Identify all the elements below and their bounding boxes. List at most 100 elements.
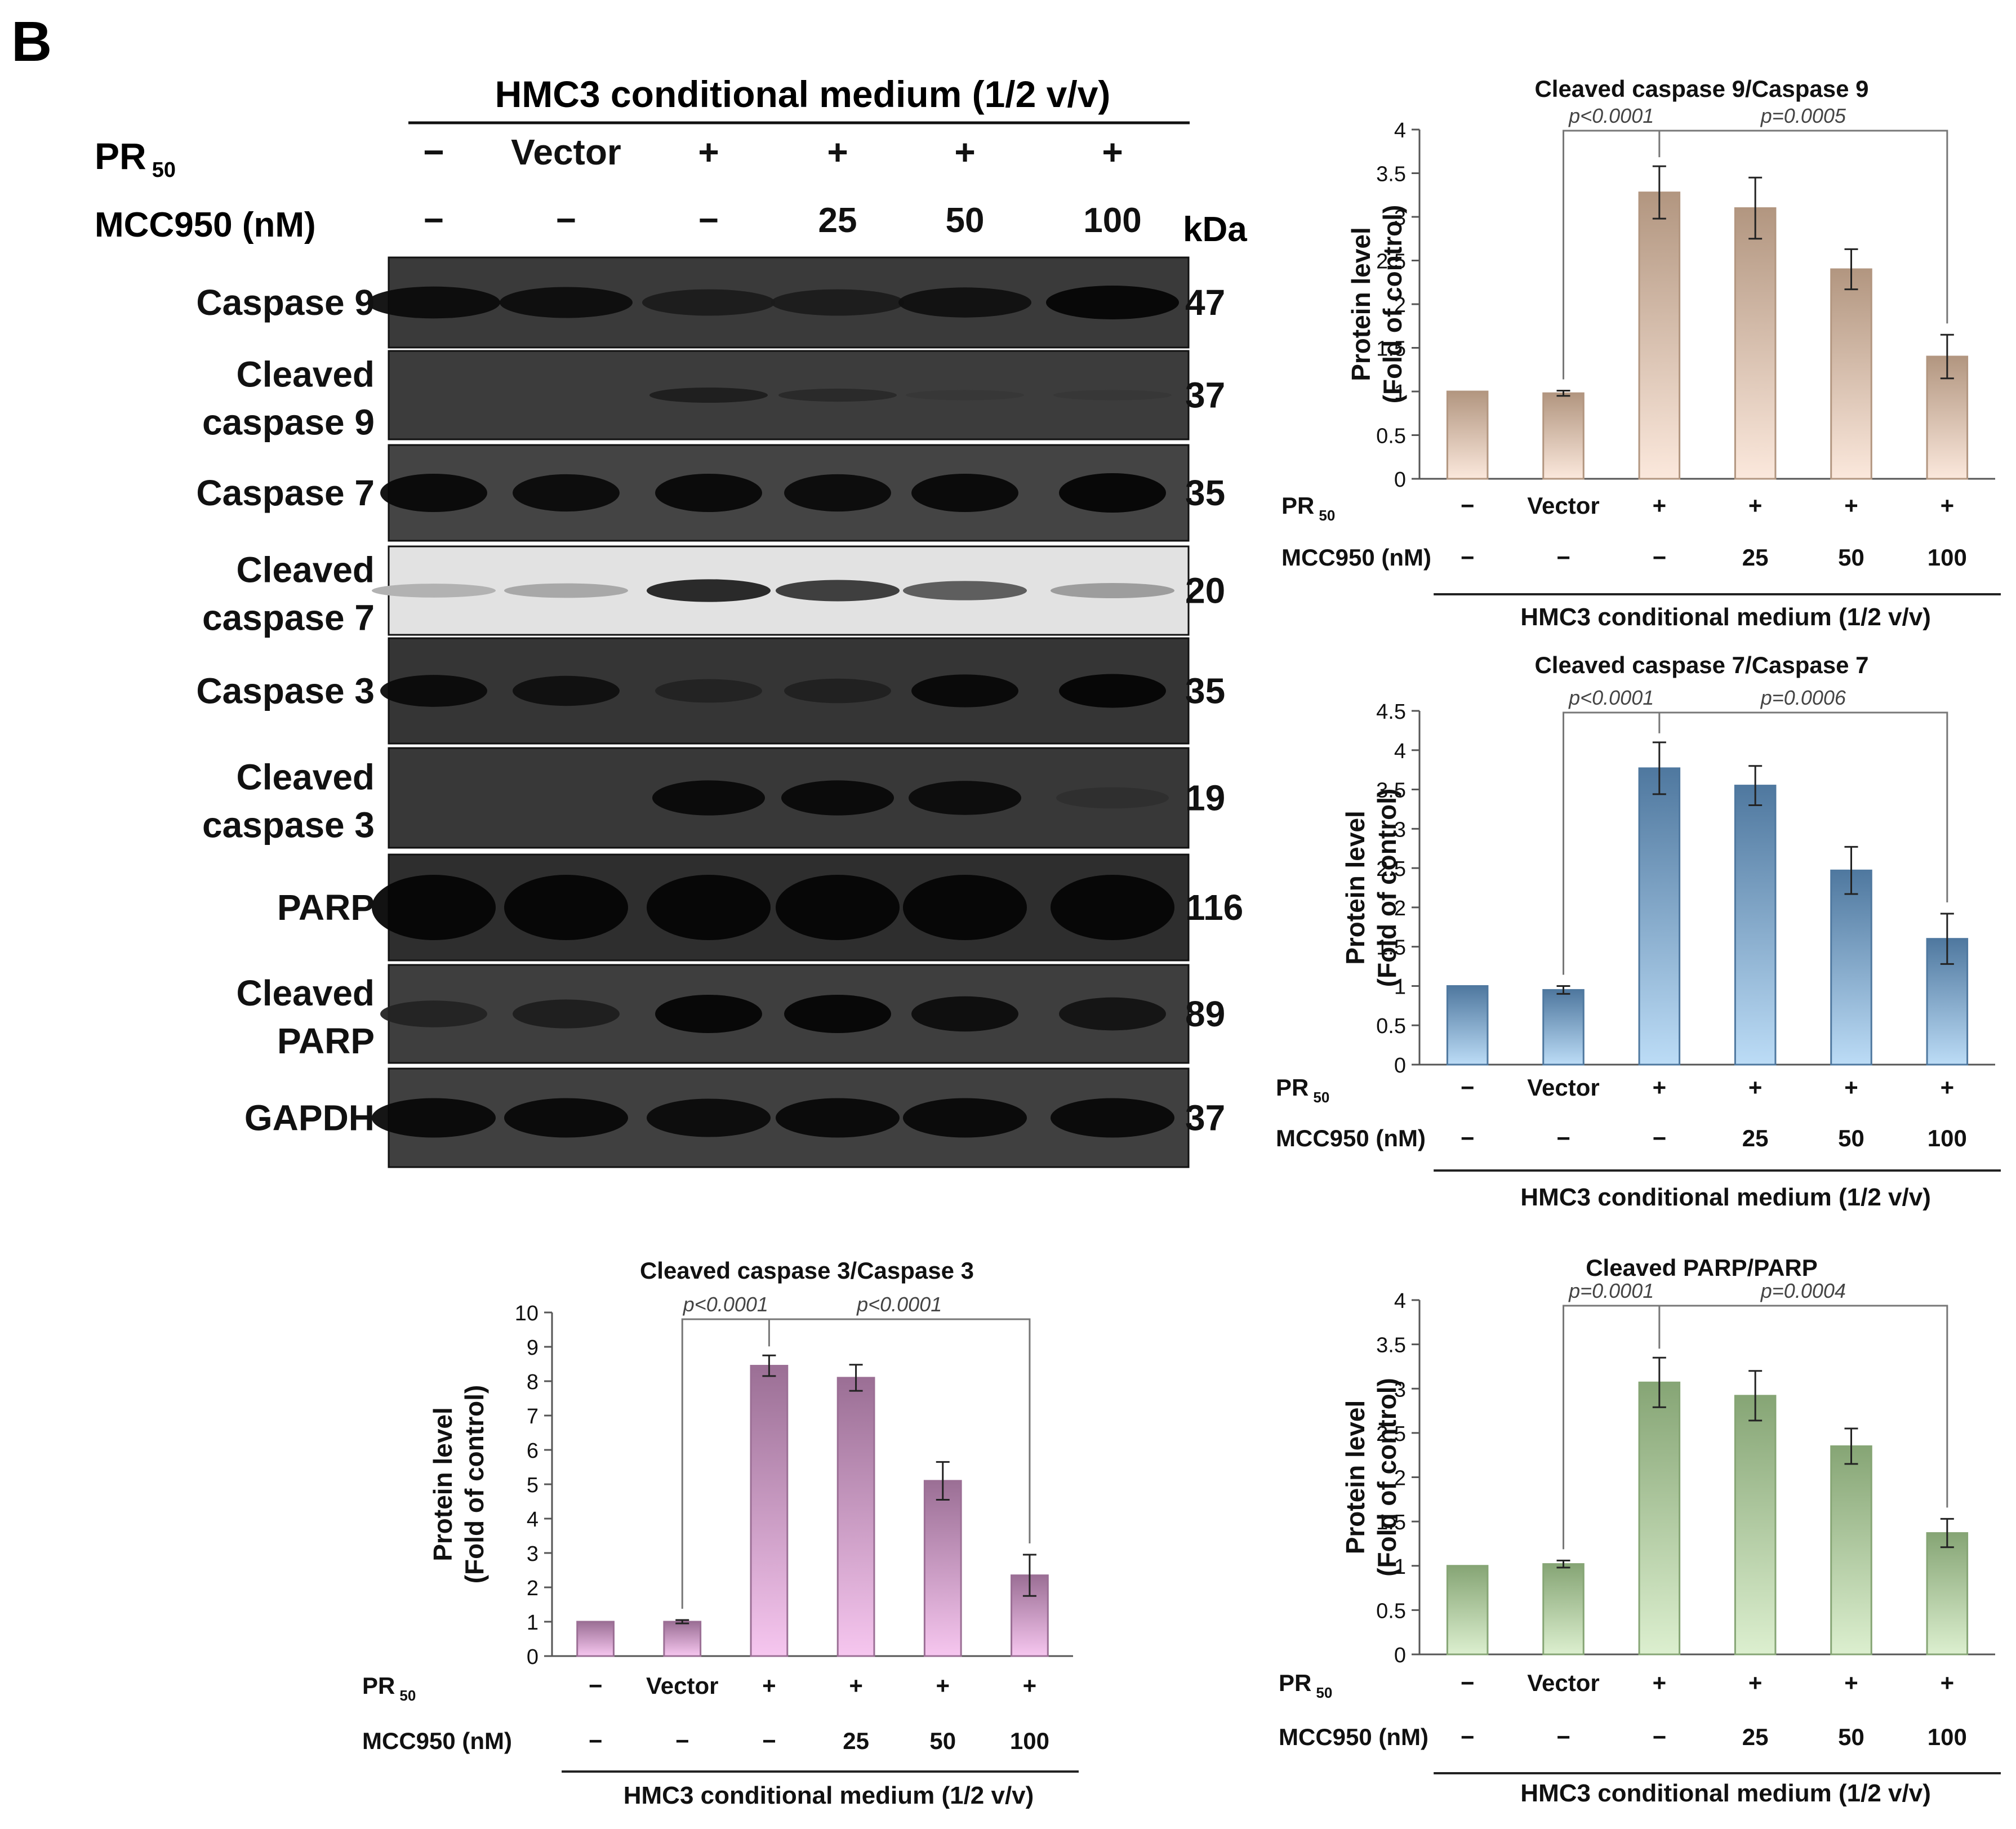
blot-pr-value-5: + [1102, 132, 1123, 172]
blot-kda-2: 35 [1185, 473, 1225, 513]
blot-band-0-0 [367, 286, 500, 319]
blot-label-6: PARP [277, 887, 375, 928]
pr-value-5: + [1941, 492, 1955, 519]
bar-3 [836, 1377, 875, 1657]
blot-kda-label: kDa [1183, 210, 1247, 249]
blot-mcc950-value-2: − [698, 201, 719, 240]
y-tick-label: 2 [1394, 897, 1406, 920]
p-value-2: p=0.0006 [1760, 686, 1846, 709]
blot-band-8-0 [372, 1098, 496, 1138]
blot-band-1-3 [778, 388, 897, 402]
blot-kda-4: 35 [1185, 671, 1225, 711]
chart-footer: HMC3 conditional medium (1/2 v/v) [1520, 1779, 1931, 1807]
bar-2 [750, 1365, 789, 1657]
blot-band-8-1 [504, 1098, 628, 1138]
blot-mcc950-value-0: − [424, 201, 444, 240]
y-tick-label: 3 [1394, 1378, 1406, 1401]
y-tick-label: 3.5 [1376, 779, 1406, 803]
mcc950-value-2: − [1653, 544, 1667, 571]
y-axis-label-line2: (Fold of control) [1378, 205, 1407, 404]
blot-header: HMC3 conditional medium (1/2 v/v) [495, 73, 1111, 115]
pr-label-text: PR [362, 1672, 395, 1699]
mcc950-value-0: − [589, 1728, 603, 1754]
blot-label-3-line1: Cleaved [237, 550, 375, 590]
y-tick-label: 2 [1394, 293, 1406, 317]
chart-footer: HMC3 conditional medium (1/2 v/v) [624, 1782, 1034, 1809]
mcc950-value-4: 50 [929, 1728, 956, 1754]
mcc950-value-1: − [675, 1728, 689, 1754]
pr-label: PR 50 [362, 1672, 416, 1704]
y-axis-label: Protein level(Fold of control) [1346, 205, 1407, 404]
blot-band-6-2 [647, 875, 771, 940]
blot-label-8: GAPDH [244, 1098, 375, 1138]
blot-pr-value-3: + [827, 132, 848, 172]
blot-label-1-line2: caspase 9 [202, 402, 375, 443]
y-tick-label: 0.5 [1376, 1014, 1406, 1038]
chart-title: Cleaved PARP/PARP [1586, 1254, 1818, 1281]
blot-band-6-0 [372, 875, 496, 940]
blot-band-2-4 [911, 473, 1018, 513]
blot-band-0-4 [898, 287, 1031, 318]
bar-2 [1638, 1381, 1681, 1656]
y-tick-label: 4 [1394, 740, 1406, 763]
mcc950-label: MCC950 (nM) [1276, 1125, 1426, 1151]
blot-band-4-3 [784, 678, 891, 704]
bar-0 [1446, 1565, 1489, 1656]
bar-4 [1830, 1445, 1872, 1656]
pr-value-0: − [1461, 492, 1475, 519]
y-tick-label: 3.5 [1376, 1334, 1406, 1358]
y-tick-label: 0 [527, 1645, 539, 1669]
y-tick-label: 1.5 [1376, 337, 1406, 361]
y-axis-label-line1: Protein level [1346, 227, 1376, 381]
blot-pr-value-2: + [698, 132, 719, 172]
blot-band-3-5 [1051, 582, 1174, 599]
significance-bracket [1563, 130, 1948, 380]
pr-value-0: − [1461, 1074, 1475, 1101]
pr-value-1: Vector [1527, 492, 1599, 519]
y-tick-label: 1 [1394, 1555, 1406, 1579]
p-value-2: p=0.0005 [1760, 104, 1846, 127]
bar-1 [1542, 392, 1585, 480]
pr-label-subscript: 50 [1316, 1684, 1332, 1701]
blot-kda-7: 89 [1185, 994, 1225, 1034]
mcc950-value-4: 50 [1838, 1125, 1864, 1151]
y-tick-label: 0 [1394, 1054, 1406, 1078]
y-tick-label: 1 [527, 1611, 539, 1635]
blot-pr-subscript: 50 [152, 158, 176, 182]
blot-band-4-2 [655, 679, 762, 703]
p-value-1: p<0.0001 [1568, 104, 1654, 127]
y-axis-label-line1: Protein level [1341, 811, 1370, 965]
pr-value-3: + [1748, 1670, 1763, 1696]
blot-band-7-3 [784, 995, 891, 1033]
blot-band-1-5 [1053, 390, 1172, 400]
blot-band-5-5 [1056, 787, 1169, 809]
mcc950-value-3: 25 [1742, 544, 1769, 571]
blot-band-4-1 [513, 675, 620, 706]
blot-label-0: Caspase 9 [196, 282, 375, 323]
blot-band-7-2 [655, 995, 762, 1033]
pr-label-subscript: 50 [399, 1687, 416, 1704]
blot-band-3-3 [776, 580, 900, 602]
mcc950-value-0: − [1461, 1125, 1475, 1151]
blot-kda-1: 37 [1185, 375, 1225, 416]
y-tick-label: 2.5 [1376, 1422, 1406, 1446]
bar-0 [576, 1621, 615, 1657]
bar-3 [1734, 1395, 1777, 1656]
mcc950-value-5: 100 [1928, 544, 1967, 571]
y-tick-label: 2.5 [1376, 857, 1406, 881]
pr-value-0: − [589, 1672, 603, 1699]
y-axis-label: Protein level(Fold of control) [1341, 789, 1401, 987]
blot-band-0-5 [1046, 286, 1179, 319]
y-axis-label: Protein level(Fold of control) [428, 1385, 489, 1584]
blot-label-3-line2: caspase 7 [202, 598, 375, 638]
blot-label-1-line1: Cleaved [237, 354, 375, 395]
mcc950-value-5: 100 [1010, 1728, 1049, 1754]
blot-label-7-line2: PARP [277, 1021, 375, 1061]
pr-label-text: PR [1281, 492, 1314, 519]
mcc950-value-2: − [762, 1728, 776, 1754]
blot-band-4-4 [911, 674, 1018, 707]
y-tick-label: 4 [1394, 119, 1406, 143]
bar-2 [1638, 192, 1681, 480]
y-tick-label: 3 [527, 1542, 539, 1566]
